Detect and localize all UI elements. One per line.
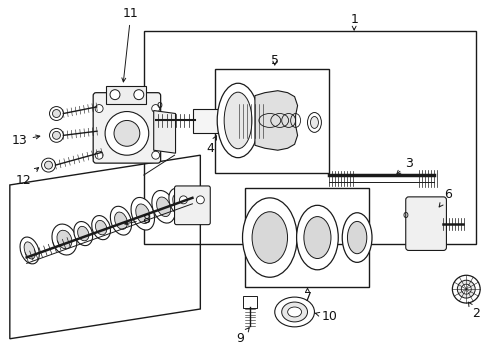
Circle shape [95, 151, 103, 159]
Circle shape [151, 151, 160, 159]
Ellipse shape [217, 83, 258, 158]
Circle shape [49, 107, 63, 121]
Ellipse shape [274, 297, 314, 327]
Text: 6: 6 [438, 188, 451, 207]
Ellipse shape [307, 113, 321, 132]
Ellipse shape [347, 221, 366, 254]
Polygon shape [254, 91, 297, 150]
Bar [243, 296, 256, 308]
Circle shape [52, 109, 61, 117]
Circle shape [196, 196, 204, 204]
Text: 9: 9 [236, 328, 249, 345]
Ellipse shape [287, 307, 301, 317]
Ellipse shape [456, 280, 474, 298]
Text: 4: 4 [206, 136, 216, 155]
Circle shape [44, 161, 52, 169]
Ellipse shape [136, 204, 149, 224]
Text: o: o [156, 100, 163, 109]
Bar [143, 31, 475, 244]
Ellipse shape [242, 198, 297, 277]
Ellipse shape [281, 302, 307, 322]
Circle shape [41, 158, 55, 172]
Ellipse shape [168, 188, 188, 215]
Circle shape [151, 105, 160, 113]
Bar [193, 109, 238, 133]
Text: 11: 11 [122, 7, 139, 82]
Ellipse shape [172, 194, 184, 210]
Text: 3: 3 [396, 157, 412, 174]
Bar [215, 69, 328, 173]
Ellipse shape [92, 216, 110, 240]
Circle shape [134, 90, 143, 100]
Circle shape [95, 105, 103, 113]
Circle shape [52, 131, 61, 139]
Ellipse shape [24, 242, 35, 259]
Ellipse shape [78, 226, 89, 241]
Ellipse shape [131, 197, 154, 230]
FancyBboxPatch shape [93, 93, 161, 163]
Text: 5: 5 [270, 54, 278, 67]
Circle shape [114, 121, 140, 146]
Circle shape [105, 112, 148, 155]
Bar [235, 104, 266, 138]
Text: 2: 2 [468, 302, 479, 320]
Text: 1: 1 [349, 13, 357, 30]
Text: 12: 12 [16, 168, 39, 186]
Polygon shape [153, 111, 175, 153]
Circle shape [49, 129, 63, 142]
Ellipse shape [95, 220, 106, 235]
Ellipse shape [110, 206, 131, 235]
Text: 7: 7 [303, 288, 311, 303]
Circle shape [179, 196, 187, 204]
Bar [106, 86, 145, 104]
Ellipse shape [20, 237, 39, 264]
Ellipse shape [251, 212, 287, 264]
Text: 13: 13 [12, 134, 40, 147]
Ellipse shape [224, 92, 251, 149]
Text: 8: 8 [124, 213, 149, 226]
FancyBboxPatch shape [405, 197, 446, 251]
Ellipse shape [460, 284, 470, 294]
Text: o: o [402, 210, 408, 220]
Ellipse shape [74, 221, 92, 246]
Ellipse shape [296, 205, 338, 270]
Text: 10: 10 [315, 310, 337, 323]
FancyBboxPatch shape [174, 186, 210, 225]
Ellipse shape [57, 230, 72, 249]
Ellipse shape [114, 212, 127, 229]
Bar [244, 188, 368, 287]
Ellipse shape [451, 275, 479, 303]
Ellipse shape [156, 197, 170, 217]
Ellipse shape [52, 224, 77, 255]
Ellipse shape [310, 117, 318, 129]
Ellipse shape [342, 213, 371, 262]
Ellipse shape [303, 217, 330, 258]
Circle shape [110, 90, 120, 100]
Ellipse shape [152, 190, 175, 223]
